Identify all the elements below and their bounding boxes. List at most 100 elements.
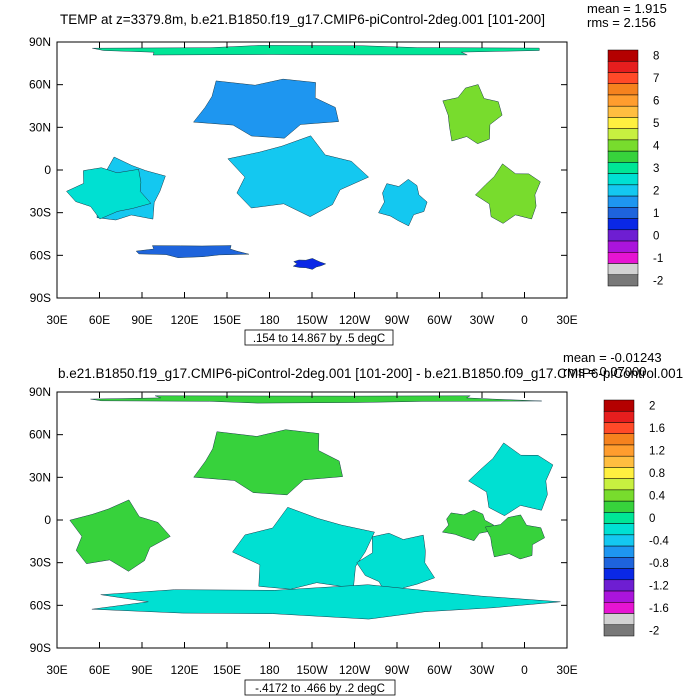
x-tick-label: 0 xyxy=(521,313,528,327)
colorbar-label: 1.2 xyxy=(649,446,665,458)
panel-2-axes: 30E 60E 90E 120E 150E 180 150W 120W 90W 60W 30W 0 30… xyxy=(29,385,578,677)
colorbar-swatch xyxy=(603,399,635,412)
colorbar-swatch xyxy=(603,433,635,446)
colorbar-swatch xyxy=(603,545,635,558)
colorbar-swatch xyxy=(607,184,639,197)
colorbar-swatch xyxy=(607,72,639,84)
x-tick-label: 180 xyxy=(259,663,279,677)
colorbar-label: -1.2 xyxy=(649,580,669,592)
ocean-region xyxy=(292,258,327,270)
colorbar-swatch xyxy=(607,128,639,141)
x-tick-label: 150E xyxy=(213,663,241,677)
colorbar-label: -2 xyxy=(649,625,659,637)
y-tick-label: 0 xyxy=(44,163,51,177)
ocean-region xyxy=(475,163,541,224)
colorbar-label: 0 xyxy=(649,513,655,525)
colorbar-label: -1 xyxy=(653,253,663,265)
colorbar-label: -2 xyxy=(653,275,663,287)
x-tick-label: 60W xyxy=(427,663,452,677)
y-tick-label: 90N xyxy=(29,35,51,49)
colorbar-swatch xyxy=(607,150,639,163)
colorbar-swatch xyxy=(603,602,635,614)
colorbar-swatch xyxy=(603,613,635,626)
colorbar-label: -0.8 xyxy=(649,558,669,570)
x-tick-label: 0 xyxy=(521,663,528,677)
x-tick-label: 30W xyxy=(470,313,495,327)
panel-2: b.e21.B1850.f19_g17.CMIP6-piControl-2deg… xyxy=(29,350,683,696)
ocean-region xyxy=(441,509,494,541)
colorbar-label: 2 xyxy=(653,185,659,197)
colorbar-swatch xyxy=(607,117,639,129)
panel-2-mean: mean = -0.01243 xyxy=(563,350,662,365)
x-tick-label: 60E xyxy=(89,663,110,677)
ocean-region xyxy=(135,245,250,258)
panel-2-colorbar: 2 1.6 1.2 0.8 0.4 0 -0.4 -0.8 -1.2 -1.6 -2 xyxy=(603,399,669,637)
x-tick-label: 90E xyxy=(131,663,152,677)
ocean-region xyxy=(468,442,554,516)
colorbar-label: 1.6 xyxy=(649,423,665,435)
colorbar-swatch xyxy=(603,444,635,457)
colorbar-label: 8 xyxy=(653,51,659,63)
colorbar-swatch xyxy=(607,94,639,107)
colorbar-swatch xyxy=(603,467,635,479)
x-tick-label: 30E xyxy=(46,663,67,677)
colorbar-label: -0.4 xyxy=(649,535,669,547)
colorbar-swatch xyxy=(603,410,635,423)
ocean-region xyxy=(69,499,171,572)
x-tick-label: 120W xyxy=(339,663,371,677)
panel-1-rms: rms = 2.156 xyxy=(587,15,656,30)
ocean-region xyxy=(227,135,370,217)
ocean-region xyxy=(90,395,542,404)
y-tick-label: 30S xyxy=(30,206,51,220)
ocean-region xyxy=(91,584,561,620)
x-tick-label: 180 xyxy=(259,313,279,327)
colorbar-swatch xyxy=(607,105,639,118)
y-tick-label: 60N xyxy=(29,428,51,442)
colorbar-label: 2 xyxy=(649,401,655,413)
colorbar-label: -1.6 xyxy=(649,603,669,615)
colorbar-swatch xyxy=(603,489,635,502)
colorbar-label: 3 xyxy=(653,163,659,175)
y-tick-label: 60N xyxy=(29,78,51,92)
colorbar-label: 5 xyxy=(653,118,659,130)
colorbar-swatch xyxy=(603,579,635,592)
x-tick-label: 60W xyxy=(427,313,452,327)
x-tick-label: 120W xyxy=(339,313,371,327)
x-tick-label: 120E xyxy=(170,313,198,327)
panel-2-title: b.e21.B1850.f19_g17.CMIP6-piControl-2deg… xyxy=(58,366,683,381)
ocean-region xyxy=(378,178,428,227)
colorbar-swatch xyxy=(603,590,635,603)
colorbar-swatch xyxy=(607,218,639,231)
x-tick-label: 150W xyxy=(296,313,328,327)
ocean-region xyxy=(92,45,540,56)
y-tick-label: 30N xyxy=(29,470,51,484)
panel-1-contour-info: .154 to 14.867 by .5 degC xyxy=(253,333,385,345)
panel-1: TEMP at z=3379.8m, b.e21.B1850.f19_g17.C… xyxy=(29,1,667,346)
x-tick-label: 120E xyxy=(170,663,198,677)
colorbar-label: 0.4 xyxy=(649,491,666,503)
colorbar-swatch xyxy=(607,83,639,96)
colorbar-swatch xyxy=(607,263,639,276)
y-tick-label: 60S xyxy=(30,248,51,262)
colorbar-label: 4 xyxy=(653,141,660,153)
colorbar-swatch xyxy=(607,162,639,174)
colorbar-swatch xyxy=(603,624,635,637)
colorbar-swatch xyxy=(603,455,635,468)
panel-2-info-box xyxy=(244,679,396,696)
colorbar-swatch xyxy=(607,173,639,186)
x-tick-label: 30E xyxy=(556,663,577,677)
panel-2-contour-info: -.4172 to .466 by .2 degC xyxy=(255,683,385,695)
colorbar-label: 7 xyxy=(653,73,659,85)
colorbar-swatch xyxy=(607,207,639,219)
y-tick-label: 30S xyxy=(30,556,51,570)
panel-2-map xyxy=(69,395,561,620)
y-tick-label: 90S xyxy=(30,641,51,655)
colorbar-swatch xyxy=(603,478,635,491)
colorbar-swatch xyxy=(607,139,639,152)
colorbar-swatch xyxy=(603,557,635,569)
x-tick-label: 60E xyxy=(89,313,110,327)
x-tick-label: 30E xyxy=(46,313,67,327)
x-tick-label: 150W xyxy=(296,663,328,677)
y-tick-label: 30N xyxy=(29,120,51,134)
